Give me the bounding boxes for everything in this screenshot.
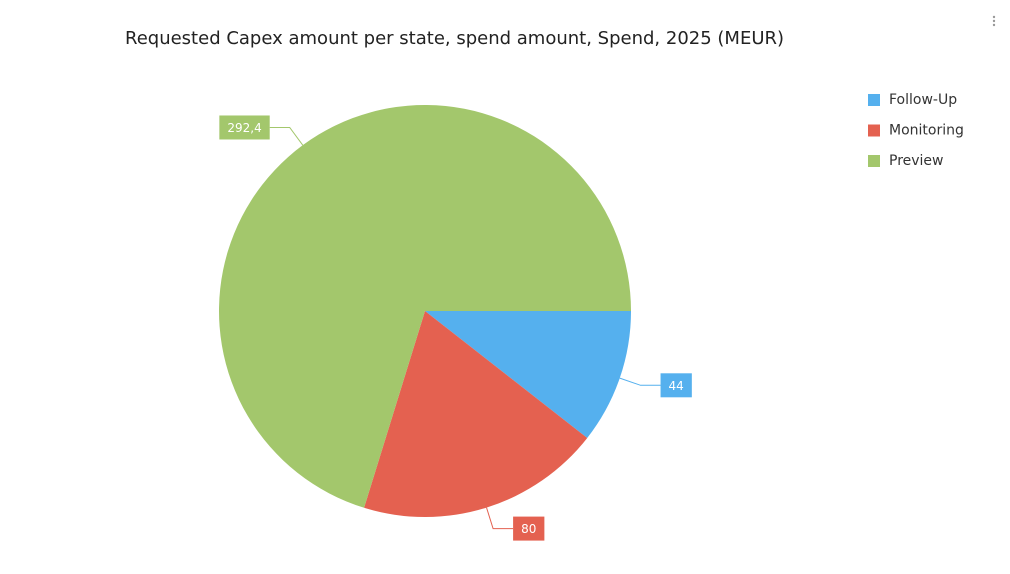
menu-dot: [992, 23, 996, 27]
menu-icon[interactable]: [992, 15, 996, 27]
legend-label: Preview: [889, 153, 944, 169]
menu-dot: [992, 15, 996, 19]
legend-swatch: [868, 124, 880, 137]
legend-label: Follow-Up: [889, 92, 957, 108]
data-label-box: [660, 373, 692, 398]
pie-slice: [364, 311, 588, 517]
chart-title: Requested Capex amount per state, spend …: [125, 28, 784, 49]
legend-label: Monitoring: [889, 123, 964, 139]
leader-line: [486, 507, 514, 530]
data-label: 44: [669, 379, 684, 393]
data-label: 292,4: [227, 121, 261, 135]
pie-slice: [425, 311, 631, 438]
pie-slice: [219, 105, 632, 508]
data-label-box: [219, 115, 270, 140]
legend-swatch: [868, 155, 880, 167]
legend-swatch: [868, 94, 880, 106]
data-label: 80: [521, 522, 536, 536]
leader-line: [269, 126, 304, 146]
menu-dot: [992, 19, 996, 23]
data-label-box: [513, 516, 545, 541]
leader-line: [619, 377, 661, 386]
